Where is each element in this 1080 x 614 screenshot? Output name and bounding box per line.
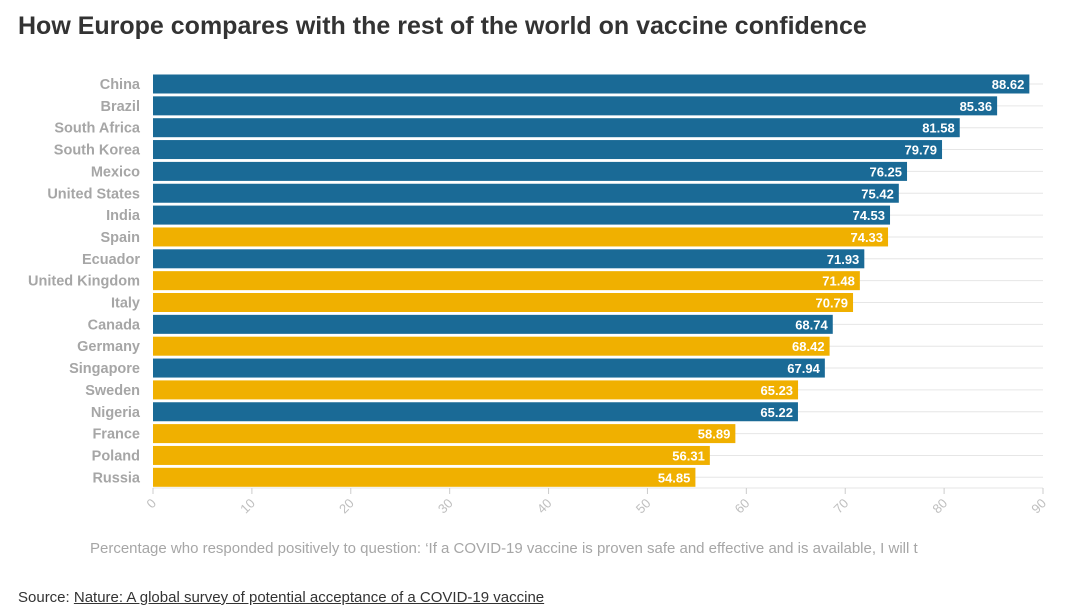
category-label: Nigeria	[91, 405, 141, 421]
bar	[153, 96, 998, 116]
category-label: Italy	[111, 296, 140, 312]
bar-chart: China Brazil South Africa South Korea Mexico…	[28, 74, 1049, 516]
bar	[153, 271, 860, 291]
category-label: China	[100, 77, 141, 93]
x-tick-label: 80	[929, 496, 950, 517]
bar	[153, 424, 736, 444]
category-label: Brazil	[101, 99, 141, 115]
x-axis-ticks: 0 10 20 30 40 50 60 70 80 90	[143, 488, 1049, 516]
value-label: 71.93	[827, 252, 860, 267]
value-label: 68.74	[795, 317, 828, 332]
x-tick-label: 60	[732, 496, 753, 517]
category-label: Mexico	[91, 164, 140, 180]
value-label: 81.58	[922, 121, 955, 136]
bars	[153, 74, 1030, 487]
bar	[153, 336, 830, 356]
value-label: 76.25	[869, 164, 902, 179]
value-label: 68.42	[792, 339, 825, 354]
bar	[153, 227, 889, 247]
value-label: 67.94	[787, 361, 820, 376]
category-label: Poland	[92, 448, 140, 464]
x-tick-label: 10	[237, 496, 258, 517]
x-tick-label: 40	[534, 496, 555, 517]
value-label: 88.62	[992, 77, 1025, 92]
chart-title: How Europe compares with the rest of the…	[18, 12, 867, 40]
bar	[153, 358, 825, 378]
value-label: 74.53	[852, 208, 885, 223]
x-tick-label: 70	[831, 496, 852, 517]
value-label: 70.79	[815, 296, 848, 311]
category-label: India	[106, 208, 141, 224]
value-label: 65.22	[760, 405, 793, 420]
x-tick-label: 0	[143, 496, 159, 512]
bar	[153, 205, 891, 225]
category-label: United Kingdom	[28, 274, 140, 290]
bar	[153, 161, 908, 181]
category-label: South Korea	[54, 143, 141, 159]
bar	[153, 380, 799, 400]
source-prefix: Source:	[18, 589, 74, 606]
category-label: Canada	[88, 317, 141, 333]
x-axis-label: Percentage who responded positively to q…	[90, 540, 918, 557]
bar	[153, 183, 899, 203]
bar	[153, 140, 943, 160]
bar	[153, 293, 854, 312]
category-label: Sweden	[85, 383, 140, 399]
category-label: United States	[47, 186, 140, 202]
value-label: 79.79	[904, 143, 937, 158]
bar	[153, 467, 696, 487]
value-label: 54.85	[658, 470, 691, 485]
source-line: Source: Nature: A global survey of poten…	[18, 589, 544, 606]
category-label: Russia	[92, 470, 140, 486]
value-label: 56.31	[672, 448, 705, 463]
bar	[153, 445, 710, 465]
category-label: Ecuador	[82, 252, 140, 268]
category-label: France	[92, 427, 140, 443]
bar	[153, 74, 1030, 94]
source-link[interactable]: Nature: A global survey of potential acc…	[73, 589, 545, 606]
bar	[153, 402, 798, 422]
value-label: 75.42	[861, 186, 894, 201]
x-tick-label: 30	[435, 496, 456, 517]
bar	[153, 118, 960, 138]
bar	[153, 314, 833, 334]
bar	[153, 249, 865, 269]
value-label: 85.36	[960, 99, 993, 114]
value-label: 58.89	[698, 427, 731, 442]
category-label: South Africa	[54, 121, 141, 137]
category-label: Germany	[77, 339, 140, 355]
category-label: Singapore	[69, 361, 140, 377]
category-label: Spain	[101, 230, 140, 246]
x-tick-label: 20	[336, 496, 357, 517]
x-tick-label: 50	[633, 496, 654, 517]
value-label: 74.33	[850, 230, 883, 245]
category-labels: China Brazil South Africa South Korea Mexico…	[28, 77, 141, 486]
x-tick-label: 90	[1028, 496, 1049, 517]
value-label: 71.48	[822, 274, 855, 289]
value-label: 65.23	[761, 383, 794, 398]
